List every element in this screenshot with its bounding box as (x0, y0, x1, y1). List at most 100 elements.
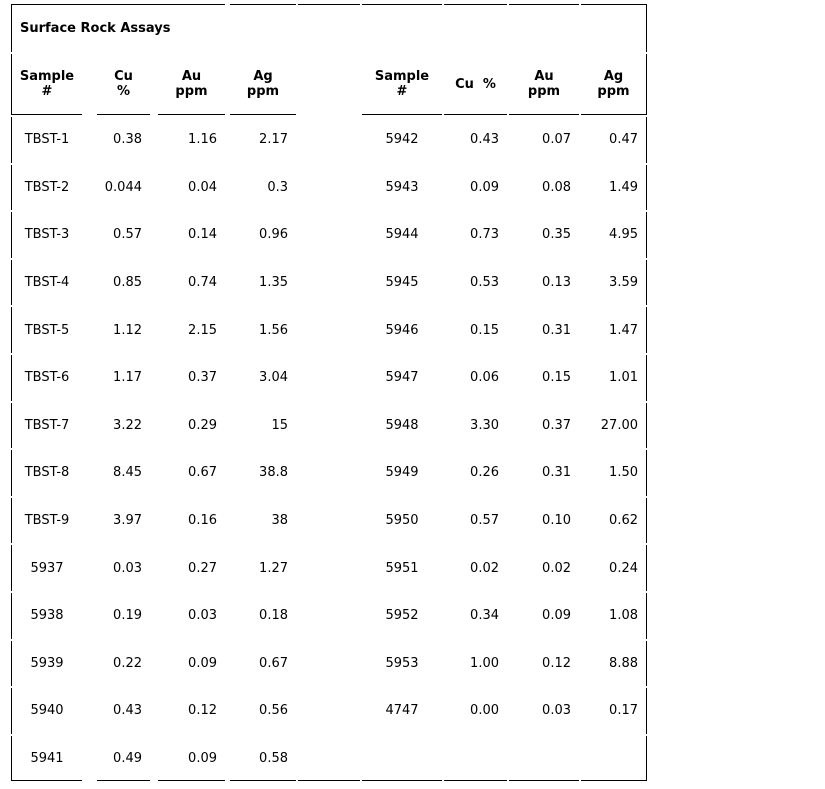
cell-sample-right: 4747 (385, 703, 419, 719)
gap-cell (152, 212, 156, 258)
cell-ag-left: 3.04 (259, 370, 288, 386)
cell-au-left: 0.03 (188, 608, 217, 624)
gap-cell (84, 355, 95, 401)
cell-sample-left: TBST-7 (11, 402, 82, 449)
table-row: TBST-7 3.22 0.29 15 5948 3.30 0.37 27.00 (11, 402, 647, 449)
gap-cell (227, 593, 228, 639)
gap-cell (84, 165, 95, 211)
cell-sample-right: 5947 (385, 370, 419, 386)
gap-cell (84, 688, 95, 734)
gap-cell (227, 450, 228, 496)
cell-cu-right: 0.53 (470, 275, 499, 291)
gap-cell (84, 307, 95, 353)
cell-ag-left: 38.8 (259, 465, 288, 481)
title-row-filler (509, 4, 579, 52)
gap-cell (227, 4, 228, 52)
spacer-cell (298, 54, 360, 115)
cell-cu-left: 0.85 (113, 275, 142, 291)
cell-sample-left: TBST-2 (11, 164, 82, 211)
gap-cell (227, 641, 228, 687)
cell-au-right (509, 736, 579, 782)
spacer-cell (298, 165, 360, 211)
cell-sample-left: TBST-6 (11, 354, 82, 401)
gap-cell (227, 403, 228, 449)
table-row: TBST-5 1.12 2.15 1.56 5946 0.15 0.31 1.47 (11, 307, 647, 353)
cell-ag-right: 27.00 (581, 402, 647, 449)
cell-au-left: 0.16 (188, 513, 217, 529)
table-row: TBST-1 0.38 1.16 2.17 5942 0.43 0.07 0.47 (11, 117, 647, 163)
gap-cell (227, 54, 228, 115)
cell-ag-left: 0.18 (259, 608, 288, 624)
cell-sample-left: TBST-1 (11, 117, 82, 163)
cell-ag-left: 0.58 (230, 736, 296, 782)
cell-ag-right: 3.59 (581, 259, 647, 306)
spacer-cell (298, 593, 360, 639)
cell-au-left: 0.09 (158, 736, 225, 782)
cell-sample-right: 5953 (385, 655, 419, 671)
gap-cell (152, 260, 156, 306)
cell-sample-right: 5948 (385, 417, 419, 433)
gap-cell (152, 450, 156, 496)
cell-au-left: 0.67 (188, 465, 217, 481)
cell-ag-right: 1.08 (581, 592, 647, 639)
gap-cell (84, 403, 95, 449)
cell-ag-left: 2.17 (259, 132, 288, 148)
cell-cu-right: 0.09 (470, 179, 499, 195)
cell-cu-right: 0.43 (470, 132, 499, 148)
cell-au-right: 0.37 (542, 417, 571, 433)
gap-cell (84, 593, 95, 639)
cell-au-right: 0.35 (542, 227, 571, 243)
cell-au-right: 0.12 (542, 655, 571, 671)
cell-cu-right (444, 736, 507, 782)
gap-cell (84, 498, 95, 544)
spacer-cell (298, 307, 360, 353)
cell-ag-right: 1.47 (581, 307, 647, 353)
table-row: 5941 0.49 0.09 0.58 (11, 735, 647, 782)
gap-cell (84, 641, 95, 687)
cell-cu-right: 0.15 (470, 322, 499, 338)
cell-au-left: 1.16 (188, 132, 217, 148)
gap-cell (84, 736, 95, 782)
cell-ag-left: 0.96 (259, 227, 288, 243)
table-row: 5937 0.03 0.27 1.27 5951 0.02 0.02 0.24 (11, 545, 647, 591)
cell-au-left: 2.15 (188, 322, 217, 338)
cell-sample-left: 5939 (11, 640, 82, 687)
cell-ag-right: 4.95 (581, 212, 647, 258)
assay-table: Surface Rock Assays Sample # Cu % Au ppm… (9, 2, 649, 783)
gap-cell (152, 117, 156, 163)
cell-sample-left: 5941 (11, 735, 82, 782)
spacer-cell (298, 736, 360, 782)
cell-cu-left: 0.044 (104, 179, 142, 195)
gap-cell (152, 736, 156, 782)
spacer-cell (298, 117, 360, 163)
cell-au-left: 0.04 (188, 179, 217, 195)
cell-au-right: 0.09 (542, 608, 571, 624)
table-row: 5940 0.43 0.12 0.56 4747 0.00 0.03 0.17 (11, 688, 647, 734)
gap-cell (227, 212, 228, 258)
cell-sample-left: TBST-3 (11, 212, 82, 258)
col-header-cu-left: Cu % (97, 54, 150, 115)
gap-cell (152, 54, 156, 115)
cell-cu-left: 1.12 (113, 322, 142, 338)
cell-ag-right (581, 735, 647, 782)
cell-au-right: 0.03 (542, 703, 571, 719)
col-header-sample-right: Sample # (362, 54, 442, 115)
gap-cell (152, 498, 156, 544)
table-row: TBST-2 0.044 0.04 0.3 5943 0.09 0.08 1.49 (11, 164, 647, 211)
cell-sample-right: 5946 (385, 322, 419, 338)
cell-cu-right: 3.30 (470, 417, 499, 433)
col-header-cu-right: Cu % (444, 54, 507, 115)
cell-cu-left: 0.03 (113, 560, 142, 576)
spacer-cell (298, 450, 360, 496)
spacer-cell (298, 403, 360, 449)
gap-cell (84, 450, 95, 496)
cell-sample-left: TBST-9 (11, 497, 82, 544)
header-row: Sample # Cu % Au ppm Ag ppm Sample # Cu … (11, 54, 647, 115)
cell-sample-right: 5950 (385, 513, 419, 529)
cell-au-right: 0.31 (542, 322, 571, 338)
gap-cell (227, 498, 228, 544)
table-row: TBST-4 0.85 0.74 1.35 5945 0.53 0.13 3.59 (11, 259, 647, 306)
title-row-filler (581, 4, 647, 52)
spacer-cell (298, 545, 360, 591)
cell-cu-left: 0.49 (97, 736, 150, 782)
